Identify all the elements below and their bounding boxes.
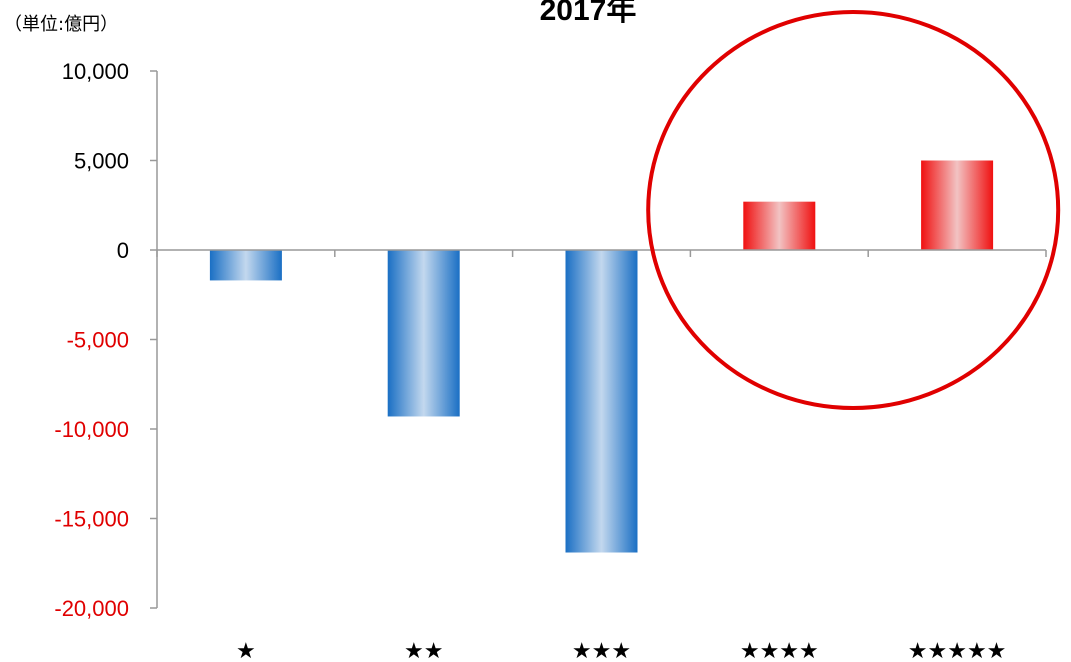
y-tick-label: 10,000 [62,59,129,84]
bar-1 [209,250,282,281]
y-tick-label: -10,000 [54,417,129,442]
x-tick-label: ★★★ [572,639,631,662]
bar-5 [921,160,994,250]
y-tick-label: -20,000 [54,596,129,621]
chart-title: 2017年 [540,0,637,27]
bar-4 [743,201,816,250]
x-axis [156,249,1047,257]
y-tick-label: 5,000 [74,149,129,174]
unit-label: （単位:億円） [4,14,118,35]
y-tick-label: -15,000 [54,507,129,532]
bar-2 [387,250,460,417]
highlight [646,10,1061,410]
bars [209,160,994,553]
x-tick-label: ★★★★ [740,639,819,662]
x-tick-label: ★★ [404,639,443,662]
y-tick-label: -5,000 [67,328,129,353]
highlight-circle [646,10,1061,410]
bar-3 [565,250,638,553]
x-tick-label: ★ [236,639,256,662]
x-tick-labels: ★ ★★ ★★★ ★★★★ ★★★★★ [236,639,1006,662]
x-tick-label: ★★★★★ [908,639,1007,662]
y-tick-label: 0 [117,238,129,263]
y-axis: 10,000 5,000 0 -5,000 -10,000 -15,000 -20,000 [54,59,158,621]
